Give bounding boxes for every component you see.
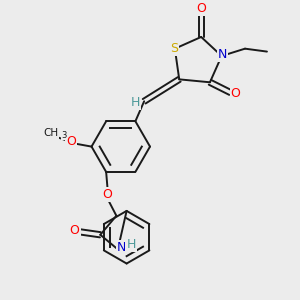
Text: CH: CH — [43, 128, 58, 138]
Text: O: O — [66, 135, 76, 148]
Text: O: O — [103, 188, 112, 201]
Text: H: H — [126, 238, 136, 250]
Text: O: O — [70, 224, 80, 237]
Text: 3: 3 — [61, 131, 67, 140]
Text: S: S — [170, 42, 178, 55]
Text: N: N — [218, 48, 227, 61]
Text: O: O — [196, 2, 206, 15]
Text: O: O — [231, 88, 241, 100]
Text: N: N — [117, 242, 126, 254]
Text: H: H — [131, 96, 140, 109]
